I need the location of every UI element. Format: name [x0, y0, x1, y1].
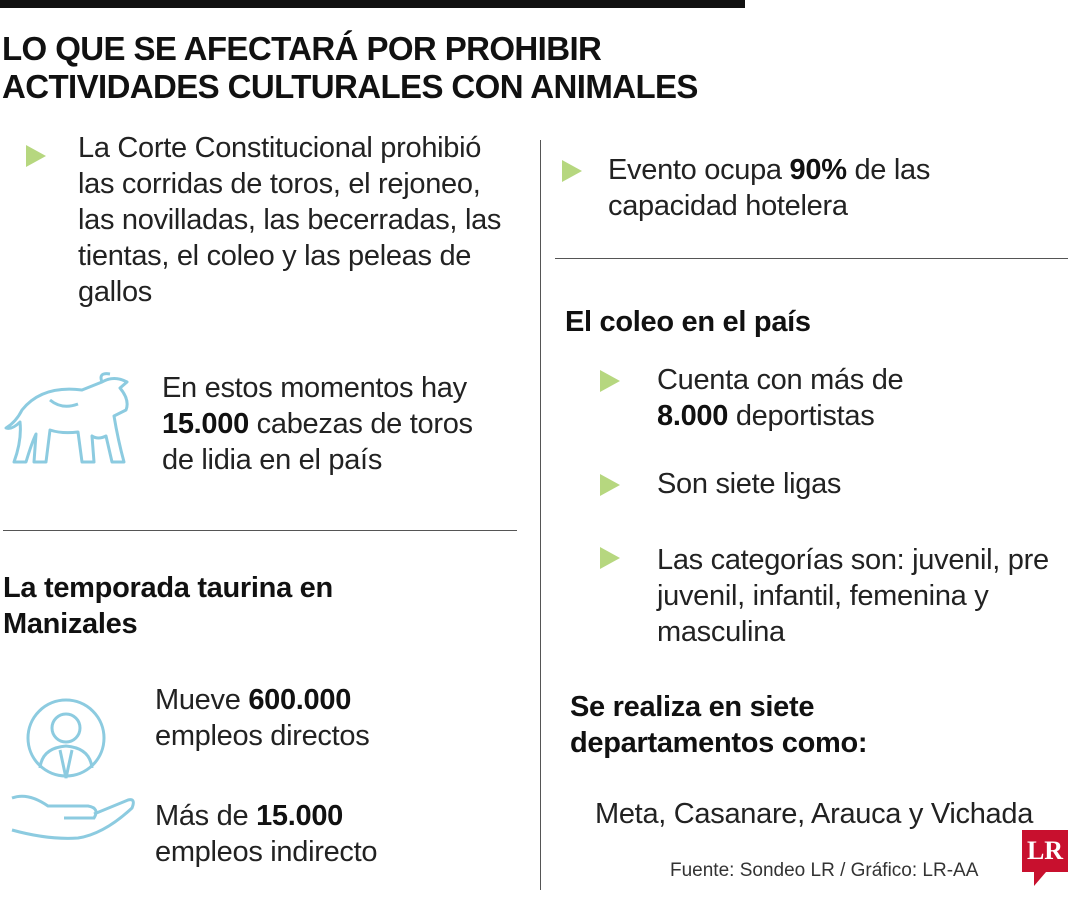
coleo-item: Cuenta con más de 8.000 deportistas	[657, 362, 1057, 434]
bullet	[600, 370, 620, 392]
hotel-text: Evento ocupa 90% de las capacidad hotele…	[608, 152, 1048, 224]
bold-number: 600.000	[248, 684, 352, 716]
text: empleos directos	[155, 720, 370, 752]
bold-number: 90%	[789, 154, 847, 186]
person-icon	[11, 698, 135, 840]
title-line: LO QUE SE AFECTARÁ POR PROHIBIR	[2, 30, 602, 67]
source: Fuente: Sondeo LR / Gráfico: LR-AA	[670, 860, 979, 881]
section-title: El coleo en el país	[565, 306, 811, 338]
divider	[3, 530, 517, 531]
section-title: Se realiza en siete departamentos como:	[570, 691, 868, 759]
bullet	[600, 547, 620, 569]
bold-number: 15.000	[162, 408, 249, 440]
text: de las capacidad hotelera	[608, 154, 931, 222]
departments: Meta, Casanare, Arauca y Vichada	[595, 798, 1034, 830]
coleo-item: Las categorías son: juvenil, pre juvenil…	[657, 544, 1049, 648]
text: empleos indirecto	[155, 836, 378, 868]
bull-icon	[4, 372, 129, 464]
logo: LR	[1022, 830, 1068, 872]
bullet	[600, 474, 620, 496]
bulls-text: En estos momentos hay 15.000 cabezas de …	[162, 370, 507, 478]
text: Cuenta con más de	[657, 364, 904, 396]
title-line: ACTIVIDADES CULTURALES CON ANIMALES	[2, 68, 698, 105]
bold-number: 8.000	[657, 400, 729, 432]
bold-number: 15.000	[256, 800, 343, 832]
coleo-item: Son siete ligas	[657, 468, 842, 500]
employment-text: Más de 15.000 empleos indirecto	[155, 798, 485, 870]
text: cabezas de toros de lidia en el país	[162, 408, 473, 476]
ruling-text: La Corte Constitucional prohibió las cor…	[78, 132, 502, 308]
divider	[555, 258, 1068, 259]
text: Mueve	[155, 684, 241, 716]
bullet	[562, 160, 582, 182]
text: En estos momentos hay	[162, 372, 467, 404]
text: deportistas	[735, 400, 875, 432]
section-title: La temporada taurina en Manizales	[3, 572, 333, 640]
bullet	[26, 145, 46, 167]
top-bar	[0, 0, 745, 8]
text: Evento ocupa	[608, 154, 782, 186]
text: Más de	[155, 800, 249, 832]
logo-tail	[1034, 872, 1046, 886]
column-divider	[540, 140, 541, 890]
employment-text: Mueve 600.000 empleos directos	[155, 682, 485, 754]
